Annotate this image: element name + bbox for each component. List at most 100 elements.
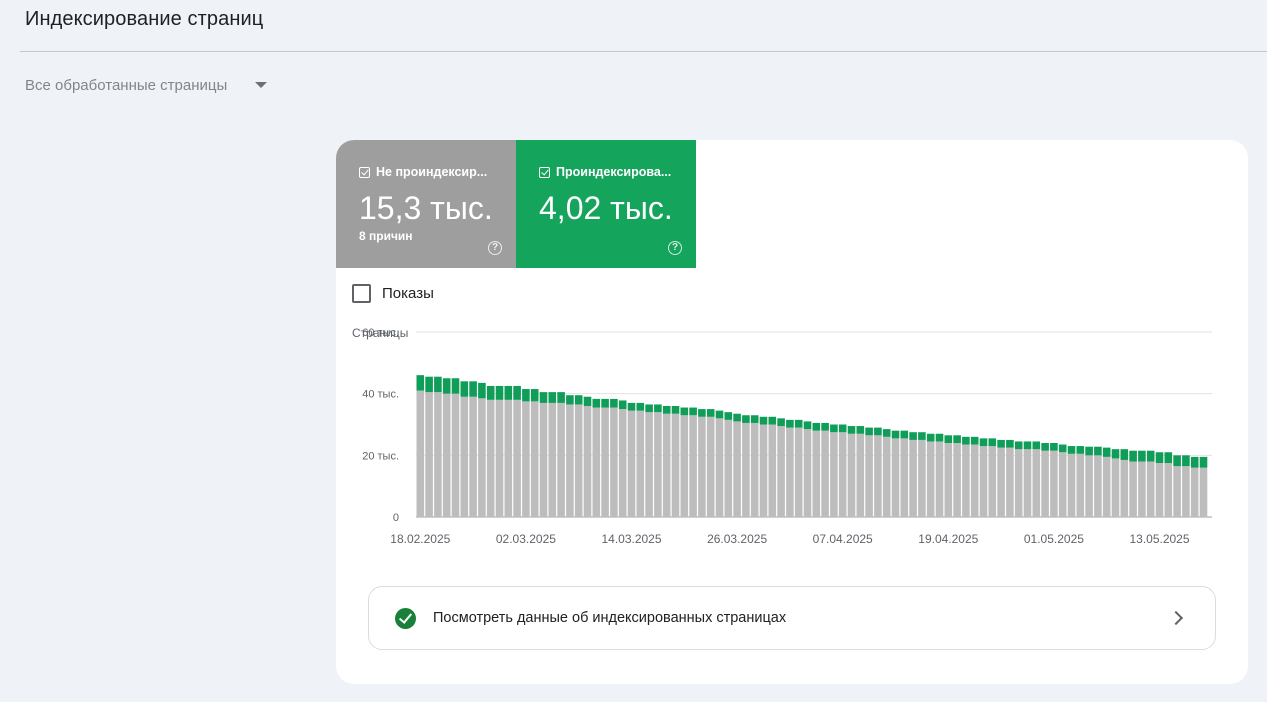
impressions-toggle[interactable]: Показы xyxy=(352,284,434,303)
bar-indexed xyxy=(442,378,451,394)
bar-not-indexed xyxy=(830,432,838,517)
bar-not-indexed xyxy=(627,410,636,517)
bar-not-indexed xyxy=(1085,455,1093,517)
bar-not-indexed xyxy=(962,444,970,517)
checkbox-unchecked-icon[interactable] xyxy=(352,284,371,303)
bar-indexed xyxy=(1085,446,1093,456)
bar-not-indexed xyxy=(486,399,495,517)
bar-indexed xyxy=(724,412,733,420)
bar-indexed xyxy=(882,429,891,437)
bar-not-indexed xyxy=(1058,452,1067,517)
bar-indexed xyxy=(794,419,803,428)
bar-indexed xyxy=(1032,441,1041,450)
bar-not-indexed xyxy=(900,438,909,517)
bar-not-indexed xyxy=(935,441,944,517)
bar-not-indexed xyxy=(451,393,460,517)
bar-not-indexed xyxy=(592,407,601,517)
x-tick-label: 18.02.2025 xyxy=(390,532,450,546)
bar-indexed xyxy=(1120,449,1129,460)
bar-not-indexed xyxy=(1138,461,1146,517)
bar-not-indexed xyxy=(416,390,425,517)
help-icon[interactable]: ? xyxy=(488,241,502,255)
bar-not-indexed xyxy=(1102,456,1111,517)
bar-indexed xyxy=(618,400,627,410)
check-circle-icon xyxy=(395,607,416,629)
y-tick-label: 60 тыс. xyxy=(362,327,399,339)
bar-not-indexed xyxy=(504,399,513,517)
bar-not-indexed xyxy=(460,396,469,517)
bar-not-indexed xyxy=(548,402,557,517)
bar-indexed xyxy=(962,436,970,445)
view-indexed-pages-link[interactable]: Посмотреть данные об индексированных стр… xyxy=(368,586,1216,650)
bar-indexed xyxy=(750,415,759,423)
bar-not-indexed xyxy=(618,409,627,517)
bar-indexed xyxy=(671,406,680,414)
bar-not-indexed xyxy=(1076,453,1085,517)
bar-not-indexed xyxy=(557,402,565,517)
bar-indexed xyxy=(416,375,425,391)
bar-not-indexed xyxy=(786,427,794,517)
x-tick-label: 14.03.2025 xyxy=(601,532,661,546)
bar-indexed xyxy=(548,392,557,403)
bar-not-indexed xyxy=(1173,466,1181,517)
bar-not-indexed xyxy=(768,424,777,517)
bar-not-indexed xyxy=(1190,467,1199,517)
bar-not-indexed xyxy=(434,392,442,517)
chevron-right-icon xyxy=(1168,610,1184,626)
bar-indexed xyxy=(451,378,460,394)
bar-indexed xyxy=(838,424,847,433)
bar-indexed xyxy=(495,385,504,400)
not-indexed-tile-header: Не проиндексир... xyxy=(359,165,487,179)
bar-not-indexed xyxy=(425,392,433,517)
bar-indexed xyxy=(654,404,662,413)
bar-indexed xyxy=(689,407,697,416)
bar-not-indexed xyxy=(680,415,689,517)
bar-indexed xyxy=(1155,452,1164,464)
bar-not-indexed xyxy=(645,412,653,517)
pages-filter-label: Все обработанные страницы xyxy=(25,76,228,94)
bar-not-indexed xyxy=(1155,463,1164,517)
bar-indexed xyxy=(1014,441,1023,450)
bar-indexed xyxy=(935,433,944,442)
bar-not-indexed xyxy=(1094,455,1102,517)
bar-not-indexed xyxy=(1182,466,1190,517)
bar-not-indexed xyxy=(478,398,486,517)
bar-not-indexed xyxy=(970,444,979,517)
bar-indexed xyxy=(742,415,750,423)
bar-not-indexed xyxy=(1050,450,1058,517)
bar-indexed xyxy=(997,439,1005,448)
bar-indexed xyxy=(1067,446,1076,454)
bar-indexed xyxy=(1094,446,1102,456)
bar-indexed xyxy=(1006,439,1014,448)
bar-not-indexed xyxy=(821,430,829,517)
bar-indexed xyxy=(786,419,794,428)
checkbox-checked-icon[interactable] xyxy=(539,166,550,178)
bar-indexed xyxy=(504,385,513,400)
bar-not-indexed xyxy=(1041,450,1049,517)
bar-indexed xyxy=(847,426,856,434)
checkbox-checked-icon[interactable] xyxy=(359,166,370,178)
not-indexed-tile[interactable]: Не проиндексир... 15,3 тыс. 8 причин ? xyxy=(336,140,516,268)
bar-not-indexed xyxy=(803,429,812,517)
bar-not-indexed xyxy=(1146,461,1155,517)
header-divider xyxy=(20,51,1267,52)
bar-not-indexed xyxy=(918,439,926,517)
bar-indexed xyxy=(856,426,865,434)
bar-not-indexed xyxy=(1120,459,1129,517)
bar-not-indexed xyxy=(777,426,785,517)
bar-indexed xyxy=(1173,455,1181,467)
indexed-tile[interactable]: Проиндексирова... 4,02 тыс. ? xyxy=(516,140,696,268)
bar-indexed xyxy=(434,376,442,393)
bar-not-indexed xyxy=(539,402,548,517)
pages-filter-dropdown[interactable]: Все обработанные страницы xyxy=(25,74,268,96)
bar-indexed xyxy=(733,413,741,422)
bar-indexed xyxy=(926,433,935,442)
bar-not-indexed xyxy=(733,421,741,517)
view-indexed-pages-label: Посмотреть данные об индексированных стр… xyxy=(433,610,787,626)
bar-indexed xyxy=(803,421,812,430)
help-icon[interactable]: ? xyxy=(668,241,682,255)
bar-indexed xyxy=(1146,450,1155,462)
bar-indexed xyxy=(513,385,521,400)
y-tick-label: 0 xyxy=(393,512,399,524)
indexing-card: Не проиндексир... 15,3 тыс. 8 причин ? П… xyxy=(336,140,1248,684)
